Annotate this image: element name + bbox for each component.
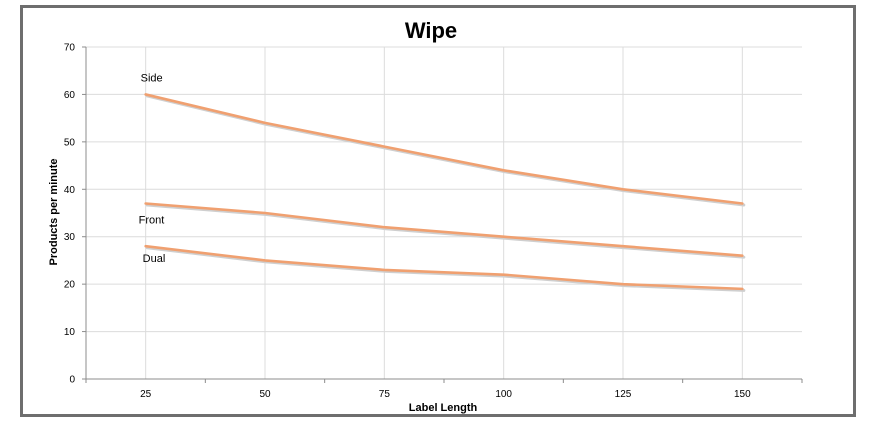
y-tick-label: 70: [64, 43, 76, 54]
y-axis-label: Products per minute: [48, 159, 60, 266]
x-axis-label: Label Length: [409, 402, 478, 414]
grid: [86, 46, 802, 379]
y-tick-label: 50: [64, 137, 76, 148]
series-line-front: [144, 202, 744, 257]
series-labels: Side Front Dual: [139, 72, 166, 265]
y-tick-label: 10: [64, 327, 76, 338]
series-label-dual: Dual: [143, 253, 166, 265]
y-tick-label: 0: [69, 375, 75, 386]
x-tick-label: 75: [379, 389, 391, 400]
x-tick-label: 100: [495, 389, 512, 400]
series-line-dual: [144, 244, 744, 291]
chart-frame: [20, 5, 856, 417]
series-label-front: Front: [139, 215, 165, 227]
series-shadow-front: [145, 203, 746, 259]
x-tick-label: 125: [615, 389, 632, 400]
y-tick-label: 20: [64, 280, 76, 291]
x-tick-labels: 25 50 75 100 125 150: [140, 389, 751, 400]
chart-title: Wipe: [405, 18, 457, 43]
y-tick-labels: 0 10 20 30 40 50 60 70: [64, 43, 76, 386]
y-tick-label: 30: [64, 232, 76, 243]
x-tick-label: 25: [140, 389, 152, 400]
axes: [82, 46, 803, 383]
x-tick-label: 50: [259, 389, 271, 400]
series-shadow-side: [145, 94, 746, 207]
series-line-side: [144, 93, 744, 205]
series-label-side: Side: [141, 72, 163, 84]
y-tick-label: 60: [64, 90, 76, 101]
y-tick-label: 40: [64, 185, 76, 196]
x-tick-label: 150: [734, 389, 751, 400]
series-shadow-dual: [145, 246, 746, 292]
series-lines: [144, 93, 746, 292]
